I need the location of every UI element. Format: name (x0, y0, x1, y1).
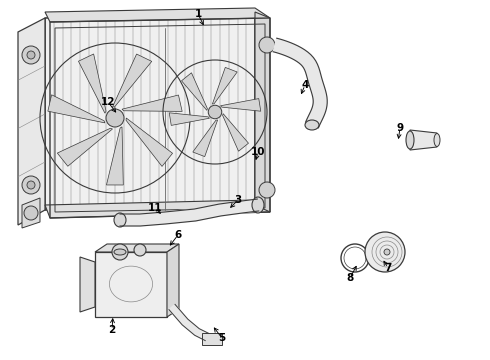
Polygon shape (120, 199, 259, 226)
Polygon shape (220, 99, 261, 111)
Text: 2: 2 (108, 325, 116, 335)
Polygon shape (22, 198, 40, 228)
Circle shape (365, 232, 405, 272)
Circle shape (259, 182, 275, 198)
Circle shape (27, 181, 35, 189)
Circle shape (22, 46, 40, 64)
Circle shape (208, 105, 222, 119)
Polygon shape (255, 12, 270, 212)
Text: 5: 5 (219, 333, 225, 343)
Polygon shape (78, 54, 106, 113)
Text: 9: 9 (396, 123, 404, 133)
Polygon shape (273, 38, 327, 128)
Text: 1: 1 (195, 9, 201, 19)
Circle shape (112, 244, 128, 260)
Circle shape (134, 244, 146, 256)
Polygon shape (113, 54, 152, 107)
Polygon shape (181, 73, 207, 111)
Polygon shape (410, 130, 437, 150)
Polygon shape (122, 95, 182, 112)
Polygon shape (57, 128, 113, 166)
Polygon shape (95, 252, 167, 317)
Circle shape (259, 37, 275, 53)
Ellipse shape (406, 131, 414, 149)
Polygon shape (18, 18, 45, 225)
Ellipse shape (305, 120, 319, 130)
Polygon shape (126, 118, 172, 166)
Circle shape (384, 249, 390, 255)
Text: 7: 7 (384, 263, 392, 273)
Text: 8: 8 (346, 273, 354, 283)
Polygon shape (202, 333, 222, 345)
Text: 12: 12 (101, 97, 115, 107)
Polygon shape (45, 12, 255, 210)
Polygon shape (106, 127, 123, 185)
Polygon shape (169, 305, 209, 341)
Ellipse shape (114, 249, 126, 255)
Ellipse shape (252, 197, 264, 213)
Ellipse shape (114, 213, 126, 227)
Text: 4: 4 (301, 80, 309, 90)
Polygon shape (167, 244, 179, 317)
Text: 10: 10 (251, 147, 265, 157)
Polygon shape (169, 113, 210, 125)
Text: 6: 6 (174, 230, 182, 240)
Circle shape (24, 206, 38, 220)
Polygon shape (222, 114, 248, 151)
Polygon shape (48, 95, 105, 123)
Polygon shape (212, 67, 237, 104)
Text: 3: 3 (234, 195, 242, 205)
Ellipse shape (434, 134, 440, 147)
Circle shape (106, 109, 124, 127)
Circle shape (27, 51, 35, 59)
Polygon shape (80, 257, 95, 312)
Polygon shape (193, 120, 218, 157)
Polygon shape (95, 244, 179, 252)
Text: 11: 11 (148, 203, 162, 213)
Polygon shape (45, 200, 270, 218)
Polygon shape (45, 8, 270, 22)
Circle shape (22, 176, 40, 194)
